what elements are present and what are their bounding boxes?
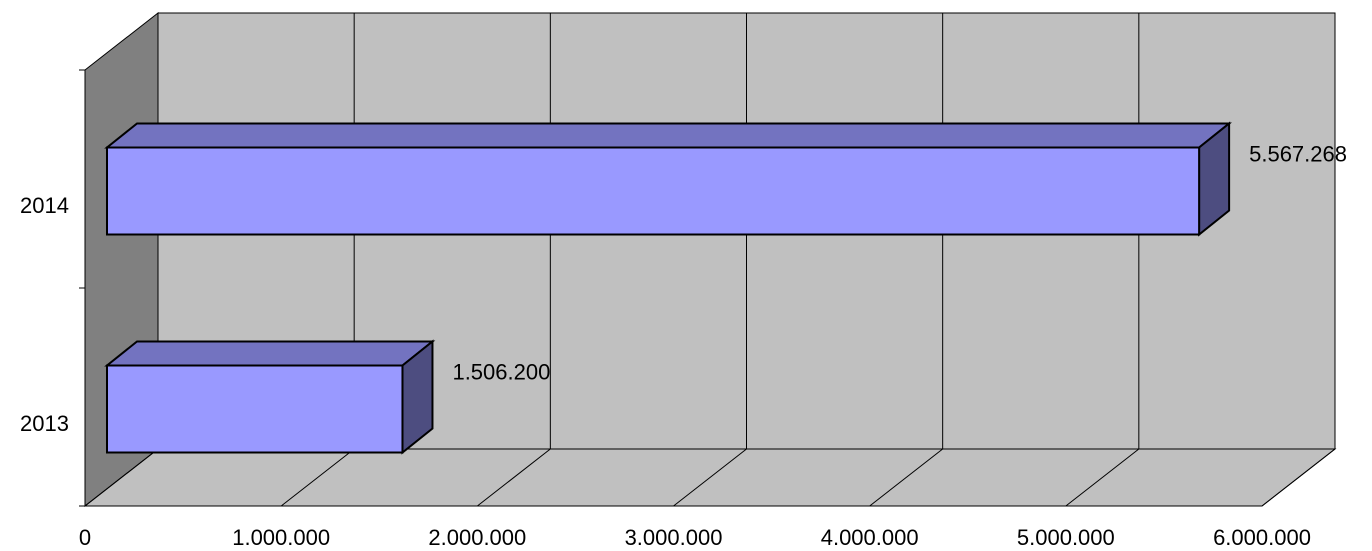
x-tick-label: 3.000.000 <box>625 525 723 550</box>
bars <box>104 121 1232 455</box>
y-tick-label: 2013 <box>20 411 69 436</box>
floor-gridline-4 <box>869 448 943 507</box>
labels: 0 1.000.000 2.000.000 3.000.000 4.000.000 5.0… <box>20 141 1347 550</box>
floor-gridline-6 <box>1261 448 1336 507</box>
x-tick-label: 6.000.000 <box>1213 525 1311 550</box>
data-label-2014: 5.567.268 <box>1249 141 1347 166</box>
x-tick-label: 0 <box>79 525 91 550</box>
y-tick-label: 2014 <box>20 193 69 218</box>
x-tick-label: 4.000.000 <box>821 525 919 550</box>
bar-2013 <box>106 364 404 454</box>
x-tick-label: 1.000.000 <box>232 525 330 550</box>
floor-gridline-3 <box>673 448 747 507</box>
x-tick-label: 2.000.000 <box>428 525 526 550</box>
bar-2013-top <box>104 340 436 367</box>
floor-gridline-2 <box>477 448 551 507</box>
floor-gridline-5 <box>1065 448 1140 507</box>
bar-2014 <box>106 146 1201 236</box>
floor-gridline-0 <box>84 448 159 507</box>
floor-gridline-1 <box>280 448 355 507</box>
bar-2014-top <box>104 122 1232 149</box>
data-label-2013: 1.506.200 <box>452 359 550 384</box>
x-tick-label: 5.000.000 <box>1017 525 1115 550</box>
